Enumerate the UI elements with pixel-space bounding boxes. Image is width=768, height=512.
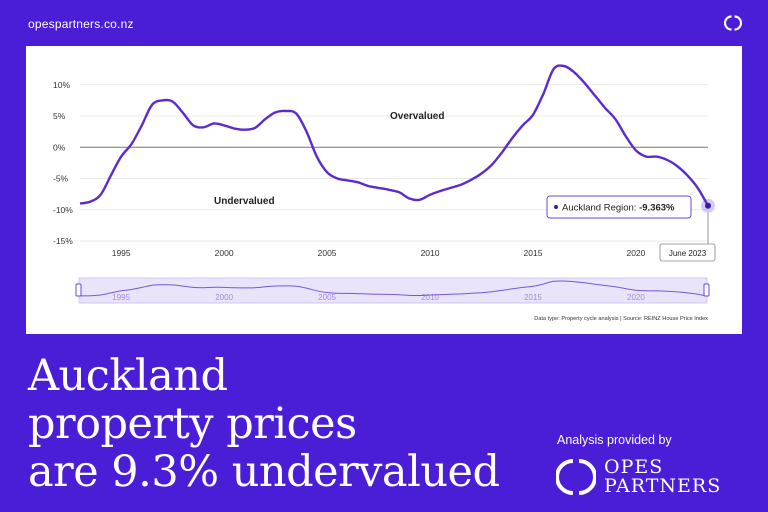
y-tick-label: -10% xyxy=(53,205,73,215)
y-tick-label: 5% xyxy=(53,111,66,121)
opes-logo-icon xyxy=(724,15,742,31)
headline-line-2: property prices xyxy=(28,399,357,449)
range-navigator[interactable]: 1995 2000 2005 2010 2015 2020 xyxy=(75,277,710,304)
tooltip-dot xyxy=(554,205,558,209)
navigator-left-handle[interactable] xyxy=(75,283,82,297)
site-url[interactable]: opespartners.co.nz xyxy=(28,17,134,31)
navigator-tick-label: 2010 xyxy=(421,293,439,302)
date-label: June 2023 xyxy=(669,249,707,258)
x-tick-label: 2020 xyxy=(626,248,645,258)
navigator-tick-label: 1995 xyxy=(112,293,130,302)
x-tick-label: 1995 xyxy=(112,248,131,258)
tooltip-value: -9.363% xyxy=(639,203,675,214)
x-tick-label: 2015 xyxy=(524,248,543,258)
brand-word-opes: OPES xyxy=(604,456,664,478)
headline-line-1: Auckland xyxy=(28,351,228,401)
navigator-line xyxy=(79,280,709,297)
navigator-tick-label: 2000 xyxy=(215,293,233,302)
brand-word-partners: PARTNERS xyxy=(604,475,722,497)
x-tick-label: 2010 xyxy=(421,248,440,258)
navigator-tick-label: 2005 xyxy=(318,293,336,302)
y-tick-label: -15% xyxy=(53,236,73,246)
tooltip-label: Auckland Region: xyxy=(562,203,636,214)
svg-text:Auckland Region: -9.36: Auckland Region: -9.363% xyxy=(562,203,675,214)
headline-line-3: are 9.3% undervalued xyxy=(28,447,500,497)
navigator-right-handle[interactable] xyxy=(703,283,710,297)
y-tick-label: 0% xyxy=(53,142,66,152)
navigator-tick-label: 2020 xyxy=(627,293,645,302)
headline: Auckland property prices are 9.3% underv… xyxy=(28,351,500,497)
overvalued-label: Overvalued xyxy=(390,111,444,122)
brand-mark-icon xyxy=(556,459,596,495)
y-tick-label: -5% xyxy=(53,174,69,184)
undervalued-label: Undervalued xyxy=(214,196,275,207)
navigator-tick-label: 2015 xyxy=(524,293,542,302)
auckland-region-line xyxy=(79,64,710,207)
credit-text: Analysis provided by xyxy=(557,433,672,447)
x-tick-label: 2000 xyxy=(215,248,234,258)
tooltip: Auckland Region: -9.363% xyxy=(546,195,692,219)
opes-partners-logo: OPES PARTNERS xyxy=(556,457,746,497)
y-tick-label: 10% xyxy=(53,80,70,90)
property-cycle-chart: 10% 5% 0% -5% -10% -15% 1995 2000 2005 2010 2015 2… xyxy=(53,64,716,322)
current-point[interactable] xyxy=(705,202,711,209)
chart-card: 10% 5% 0% -5% -10% -15% 1995 2000 2005 2010 2015 2… xyxy=(26,46,742,334)
chart-footnote: Data type: Property cycle analysis | Sou… xyxy=(534,316,708,322)
x-tick-label: 2005 xyxy=(318,248,337,258)
